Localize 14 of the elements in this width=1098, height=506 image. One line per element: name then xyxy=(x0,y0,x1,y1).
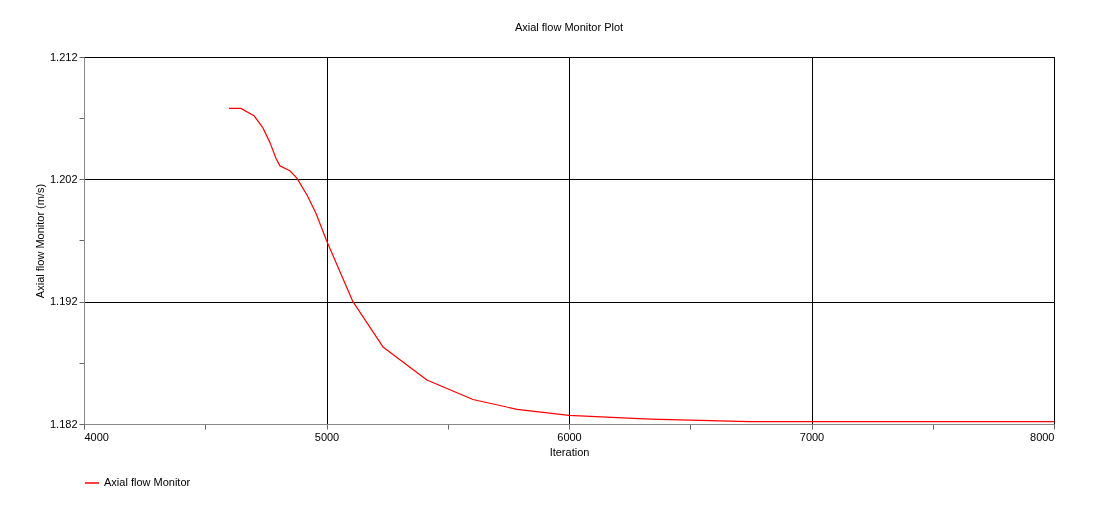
y-tick-label: 1.202 xyxy=(49,172,78,185)
y-tick-label: 1.182 xyxy=(49,417,78,430)
legend-label: Axial flow Monitor xyxy=(104,476,191,488)
x-tick-label: 4000 xyxy=(84,430,109,443)
chart-title: Axial flow Monitor Plot xyxy=(514,21,624,33)
line-series xyxy=(228,107,1055,423)
y-axis-title: Axial flow Monitor (m/s) xyxy=(33,183,46,299)
x-axis-title: Iteration xyxy=(549,445,590,458)
x-tick-label: 8000 xyxy=(1030,430,1055,443)
x-tick-label: 5000 xyxy=(314,430,340,443)
y-tick-label: 1.212 xyxy=(49,50,78,63)
x-tick-label: 7000 xyxy=(799,430,825,443)
x-tick-label: 6000 xyxy=(557,430,582,443)
y-tick-label: 1.192 xyxy=(49,295,78,308)
